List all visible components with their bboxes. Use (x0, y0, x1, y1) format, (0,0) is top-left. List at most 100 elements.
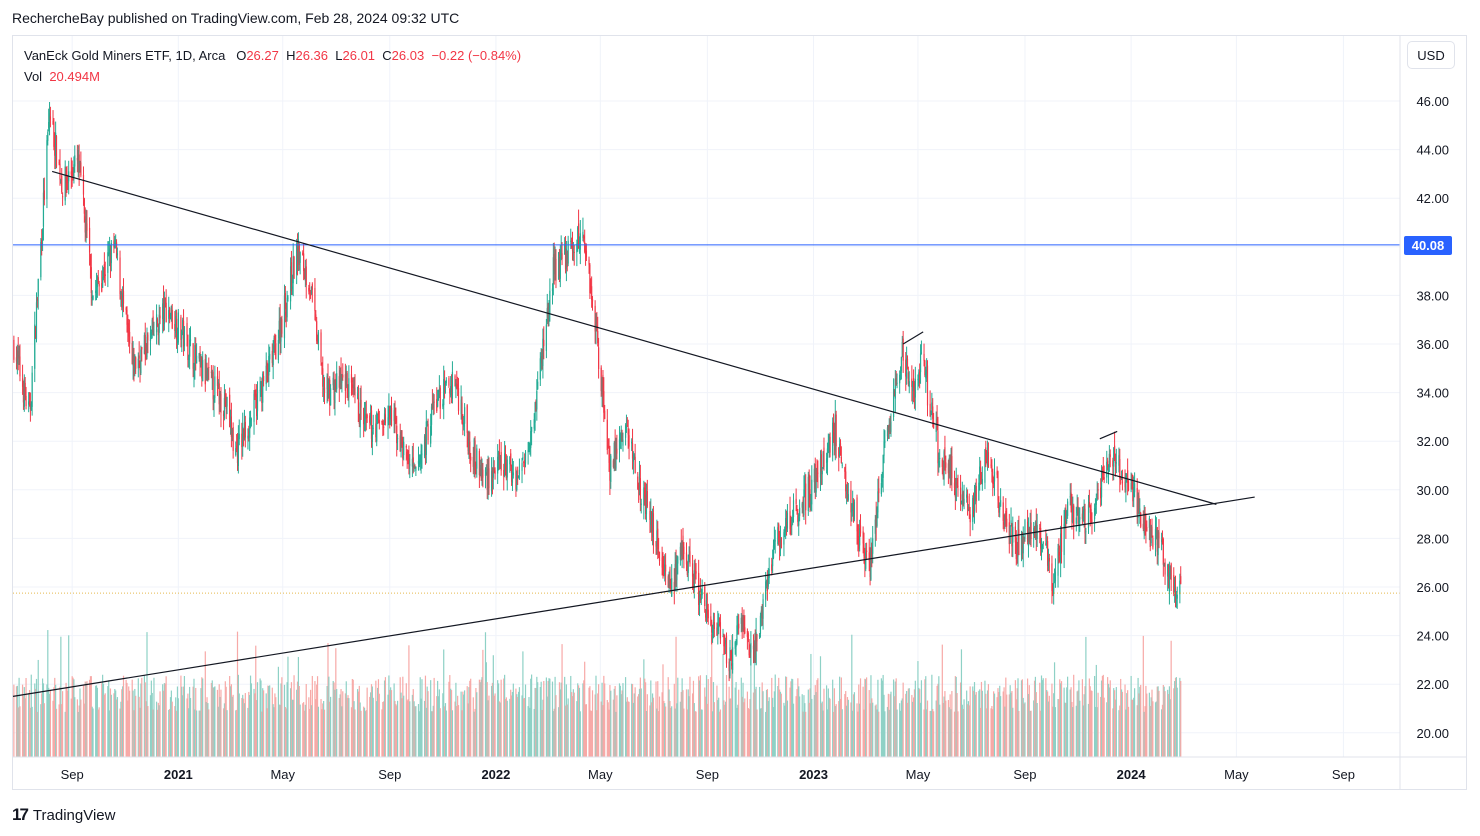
candle-body (280, 320, 282, 342)
volume-bar (639, 677, 641, 757)
candle-body (1026, 521, 1029, 542)
candle-body (481, 470, 483, 476)
candle-body (1082, 510, 1084, 521)
candle-body (671, 578, 673, 597)
candle-body (162, 298, 165, 322)
chart-frame[interactable] (12, 35, 1467, 790)
volume-bar (41, 693, 43, 757)
candle-body (58, 162, 60, 164)
volume-bar (430, 680, 432, 757)
candle-body (533, 419, 535, 429)
candle-body (354, 387, 356, 396)
volume-bar (468, 687, 470, 757)
volume-bar (571, 692, 573, 757)
volume-bar (1131, 699, 1133, 757)
candle-body (457, 388, 460, 411)
volume-bar (42, 683, 45, 757)
candle-body (305, 266, 307, 286)
volume-bar (692, 680, 695, 757)
volume-bar (1096, 707, 1098, 757)
volume-bar (918, 687, 920, 757)
volume-bar (1065, 703, 1067, 757)
candle-body (1125, 475, 1127, 492)
candle-body (899, 374, 901, 384)
volume-bar (1088, 678, 1090, 757)
candle-body (302, 252, 304, 256)
volume-bar (825, 685, 828, 757)
volume-bar (1059, 679, 1061, 757)
candle-body (1173, 575, 1175, 594)
x-tick-label: 2024 (1117, 767, 1147, 782)
volume-bar (400, 692, 402, 757)
volume-bar (91, 706, 93, 757)
volume-bar (845, 691, 847, 757)
volume-bar (863, 709, 865, 757)
volume-bar (547, 680, 549, 757)
volume-bar (218, 684, 220, 757)
candle-body (973, 496, 976, 512)
volume-bar (521, 695, 523, 757)
volume-bar (675, 636, 677, 757)
volume-bar (931, 674, 933, 757)
candle-body (518, 469, 521, 475)
candle-body (817, 472, 819, 474)
volume-bar (698, 676, 700, 757)
volume-bar (933, 711, 935, 757)
candle-body (1120, 479, 1122, 481)
axes: 46.0044.0042.0040.0038.0036.0034.0032.00… (13, 36, 1467, 789)
footer-brand[interactable]: TradingView (32, 806, 116, 824)
volume-bar (905, 693, 907, 757)
volume-bar (275, 697, 277, 757)
symbol-name[interactable]: VanEck Gold Miners ETF, 1D, Arca (24, 48, 226, 63)
candle-body (323, 387, 325, 391)
volume-bar (851, 634, 853, 757)
candle-body (875, 515, 877, 527)
candle-body (290, 262, 293, 291)
volume-bar (292, 699, 294, 757)
candle-body (65, 170, 67, 184)
volume-bar (82, 685, 85, 757)
volume-bar (753, 633, 755, 757)
candle-body (1081, 513, 1083, 520)
candle-body (822, 452, 824, 468)
volume-bar (13, 684, 15, 757)
candle-body (432, 402, 434, 409)
volume-bar (1084, 686, 1086, 757)
tradingview-logo-icon[interactable]: 17 (12, 805, 29, 824)
candle-body (878, 488, 880, 494)
candle-body (183, 326, 186, 347)
volume-bar (242, 698, 245, 757)
volume-bar (30, 674, 32, 757)
volume-bar (892, 679, 895, 757)
volume-bar (339, 694, 341, 757)
candle-body (182, 320, 185, 347)
volume-bar (315, 699, 317, 757)
candle-body (845, 471, 847, 492)
volume-bar (165, 676, 167, 757)
volume-bar (344, 693, 346, 757)
volume-bar (790, 681, 792, 757)
volume-bar (1113, 690, 1116, 757)
candle-body (819, 458, 822, 478)
volume-bar (584, 661, 586, 757)
high-value: 26.36 (295, 48, 329, 63)
volume-bar (470, 678, 472, 757)
volume-bar (285, 708, 287, 757)
currency-button[interactable]: USD (1407, 41, 1455, 69)
candle-body (1000, 500, 1002, 507)
volume-bar (567, 698, 569, 757)
volume-bar (805, 711, 807, 757)
candle-body (482, 469, 484, 478)
volume-bar (1081, 679, 1083, 757)
volume-bar (968, 705, 970, 757)
candle-body (833, 432, 836, 446)
volume-bar (235, 710, 237, 757)
candle-body (625, 426, 628, 428)
volume-bar (912, 701, 914, 757)
candle-body (797, 515, 799, 522)
candle-body (1142, 523, 1144, 529)
candle-body (1069, 496, 1071, 498)
volume-bar (1022, 697, 1024, 757)
candle-body (414, 465, 416, 467)
